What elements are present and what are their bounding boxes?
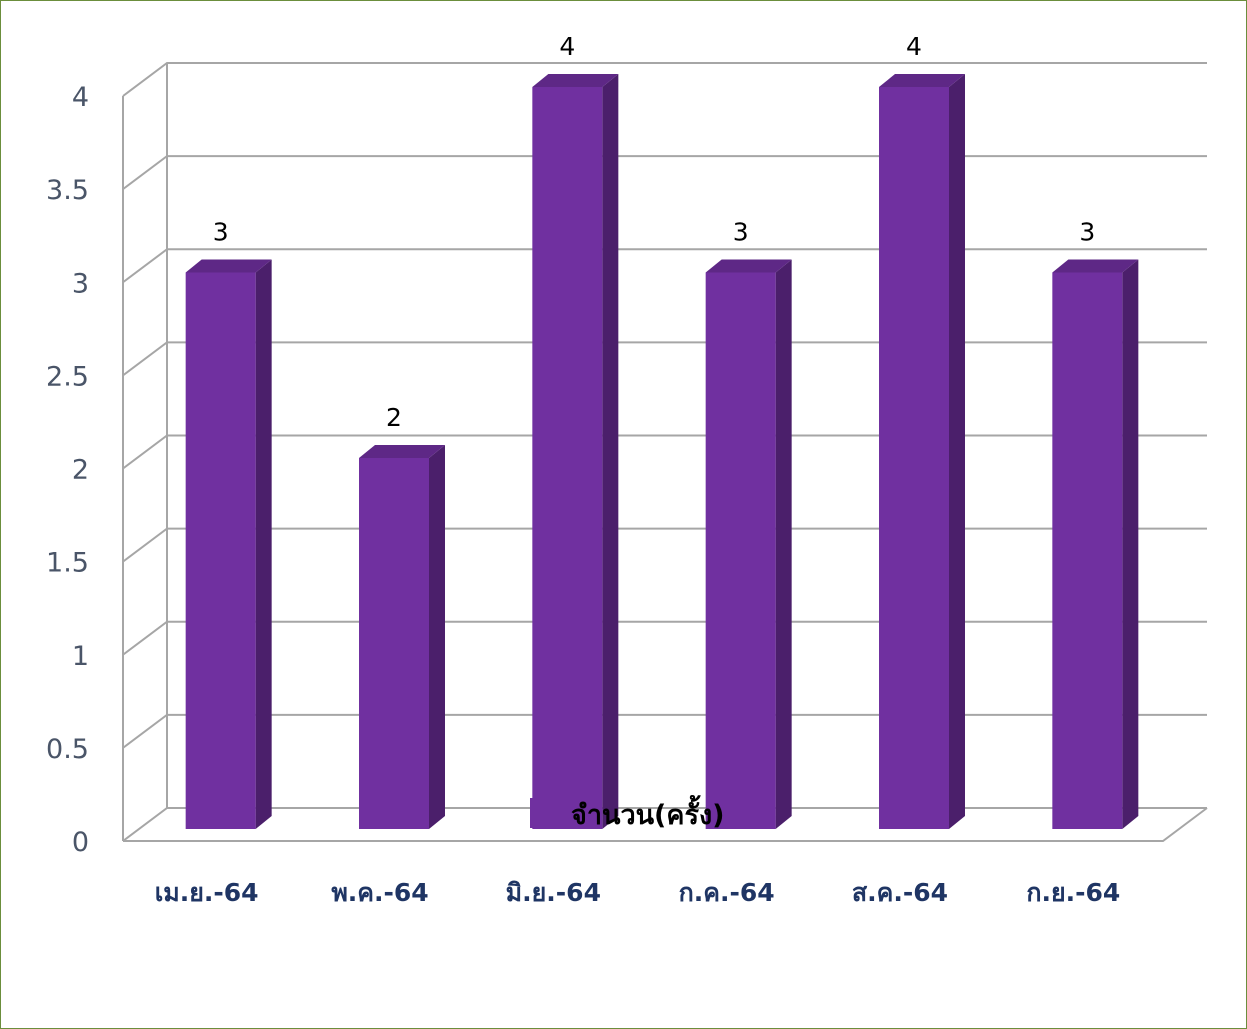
bar-front [879, 87, 949, 829]
data-label: 3 [1079, 218, 1095, 247]
bar-front [1052, 272, 1123, 829]
y-tick-label: 2.5 [46, 361, 89, 392]
bar-side [775, 259, 792, 829]
bar-top [705, 259, 792, 273]
data-label: 4 [906, 32, 922, 61]
bar-side [255, 259, 272, 829]
gridline [122, 341, 1207, 377]
gridline [122, 434, 1207, 470]
gridline [122, 248, 1207, 284]
x-tick-label: พ.ค.-64 [331, 878, 428, 907]
gridline [122, 620, 1207, 656]
legend-swatch [530, 798, 560, 828]
bar-side [602, 74, 619, 829]
bar-side [429, 445, 445, 829]
x-axis: เม.ย.-64 พ.ค.-64 มิ.ย.-64 ก.ค.-64 ส.ค.-64 ก.ย… [155, 878, 1121, 907]
gridline [122, 713, 1207, 749]
bar-top [532, 74, 619, 87]
bar-side [1122, 259, 1139, 829]
bar-top [879, 74, 965, 87]
gridlines [122, 62, 1208, 842]
bar: 4 [532, 32, 619, 829]
x-tick-label: ส.ค.-64 [852, 878, 948, 907]
data-label: 3 [733, 218, 749, 247]
gridline [122, 62, 1207, 97]
y-tick-label: 3 [72, 268, 89, 299]
bar-top [1052, 259, 1139, 273]
bar-front [705, 272, 776, 829]
data-label: 4 [559, 32, 575, 61]
y-tick-label: 1 [72, 641, 89, 672]
bars: 3 2 4 3 4 3 [185, 32, 1139, 829]
bar: 3 [1052, 218, 1139, 829]
bar-top [359, 445, 445, 458]
y-axis: 0 0.5 1 1.5 2 2.5 3 3.5 4 [46, 82, 124, 858]
bar-top [185, 259, 272, 273]
y-tick-label: 4 [72, 82, 89, 113]
floor-edge [123, 807, 1208, 842]
y-tick-label: 0.5 [46, 734, 89, 765]
gridline [122, 155, 1207, 190]
bar: 2 [359, 403, 445, 829]
x-tick-label: เม.ย.-64 [155, 878, 259, 907]
gridline [122, 527, 1207, 563]
y-tick-label: 3.5 [46, 175, 89, 206]
bar-front [532, 87, 603, 829]
bar-side [949, 74, 965, 829]
x-tick-label: ก.ค.-64 [679, 878, 775, 907]
data-label: 2 [386, 403, 402, 432]
x-tick-label: ก.ย.-64 [1026, 878, 1120, 907]
bar: 4 [879, 32, 965, 829]
y-tick-label: 0 [72, 827, 89, 858]
y-tick-label: 2 [72, 455, 89, 486]
x-tick-label: มิ.ย.-64 [506, 878, 601, 907]
bar: 3 [705, 218, 792, 829]
legend-label: จำนวน(ครั้ง) [571, 794, 724, 831]
y-tick-label: 1.5 [46, 548, 89, 579]
bar-front [185, 272, 256, 829]
bar-front [359, 458, 429, 829]
data-label: 3 [213, 218, 229, 247]
bar: 3 [185, 218, 272, 829]
legend: จำนวน(ครั้ง) [530, 794, 724, 831]
